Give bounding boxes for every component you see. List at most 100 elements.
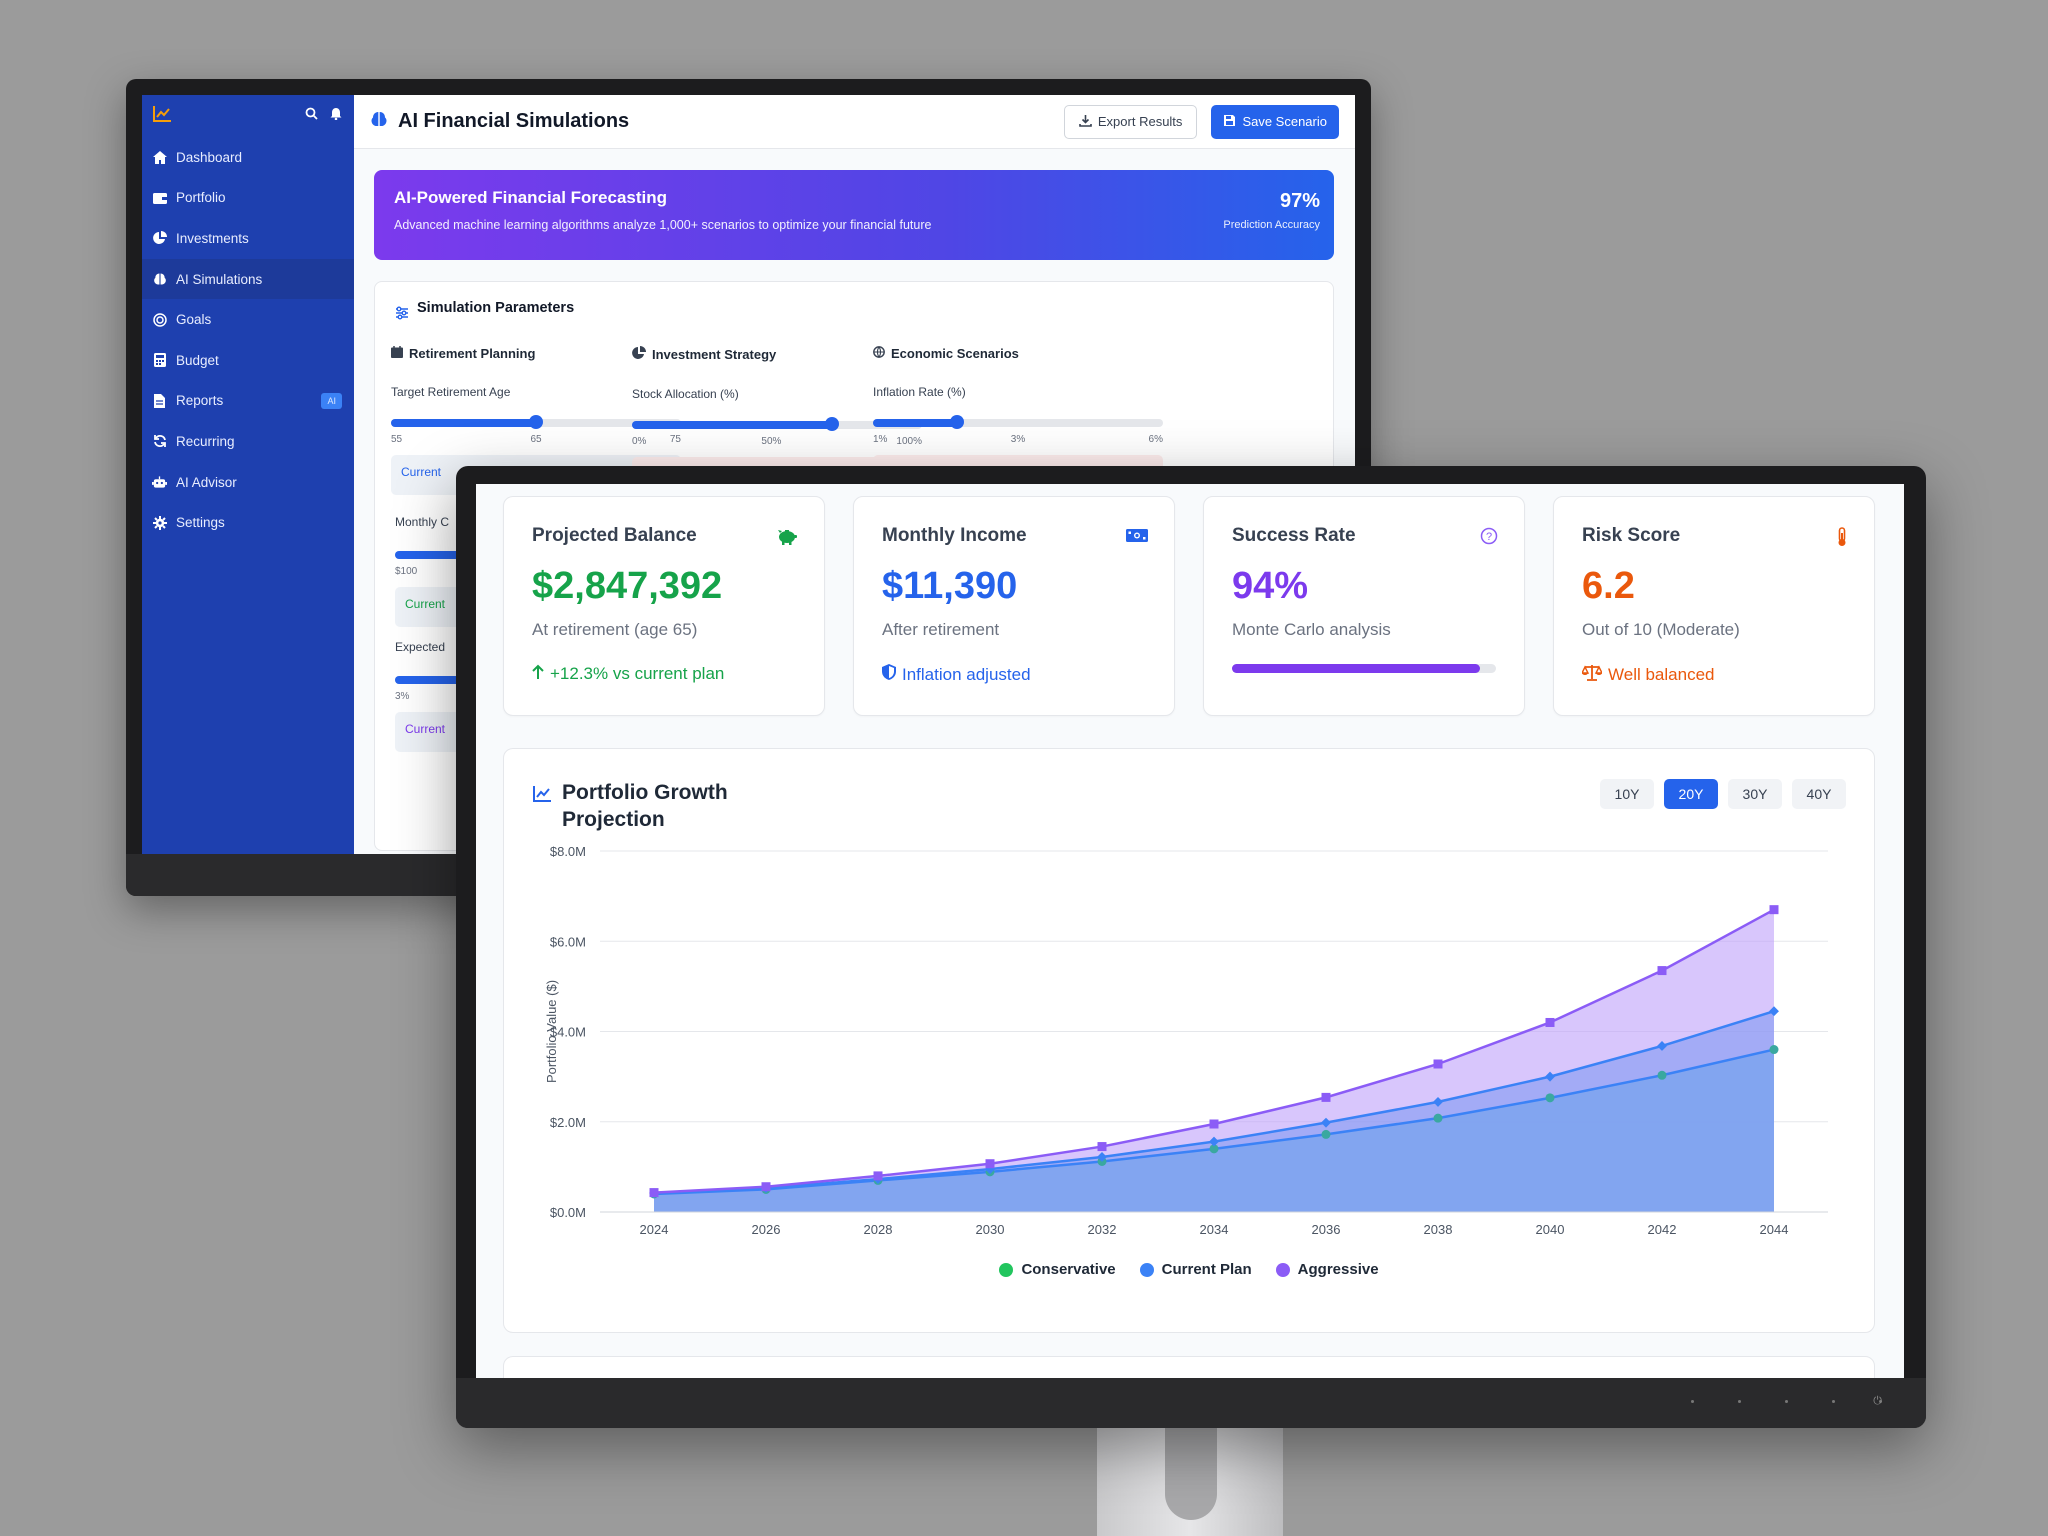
- param-label: Inflation Rate (%): [873, 385, 966, 399]
- legend-label: Aggressive: [1297, 1261, 1379, 1278]
- card-title: Projected Balance: [532, 525, 697, 546]
- monthly-income-card: Monthly Income $11,390 After retirement …: [853, 496, 1175, 716]
- x-tick-label: 2032: [1088, 1222, 1117, 1237]
- monthly-contribution-slider[interactable]: [395, 551, 475, 559]
- summary-cards: Projected Balance $2,847,392 At retireme…: [503, 496, 1875, 716]
- x-tick-label: 2034: [1200, 1222, 1229, 1237]
- portfolio-growth-chart: $0.0M $2.0M $4.0M $6.0M $8.0M Portfolio Value…: [544, 844, 1828, 1237]
- point-aggressive: [1097, 1142, 1107, 1152]
- period-button-40y[interactable]: 40Y: [1792, 779, 1846, 809]
- sidebar-item-ai-simulations[interactable]: AI Simulations: [142, 258, 354, 300]
- param-heading: Investment Strategy: [652, 347, 777, 362]
- sidebar-item-budget[interactable]: Budget: [142, 340, 354, 381]
- point-aggressive: [1321, 1092, 1331, 1102]
- sliders-icon: [395, 306, 409, 324]
- svg-text:?: ?: [1486, 531, 1492, 543]
- area-conservative: [654, 1049, 1774, 1212]
- globe-icon: [873, 346, 885, 361]
- sidebar-item-label: AI Simulations: [176, 271, 263, 287]
- slider-tick: 75: [669, 434, 681, 445]
- sidebar-item-recurring[interactable]: Recurring: [142, 421, 354, 462]
- card-title: Success Rate: [1232, 525, 1356, 546]
- sidebar-item-label: Dashboard: [176, 149, 243, 165]
- refresh-icon: [152, 434, 167, 449]
- slider-tick: 3%: [1010, 434, 1026, 445]
- sidebar-item-reports[interactable]: Reports AI: [142, 381, 354, 422]
- save-scenario-button[interactable]: Save Scenario: [1211, 104, 1339, 139]
- pie-chart-icon: [632, 346, 646, 363]
- prediction-accuracy: 97% Prediction Accuracy: [1223, 190, 1320, 231]
- success-rate-progress: [1232, 664, 1496, 673]
- card-subtitle: Out of 10 (Moderate): [1582, 620, 1740, 639]
- power-icon[interactable]: ⏻: [1873, 1395, 1882, 1407]
- accuracy-value: 97%: [1279, 190, 1320, 212]
- slider-handle[interactable]: [825, 417, 840, 431]
- file-icon: [152, 393, 167, 408]
- point-aggressive: [1209, 1119, 1219, 1129]
- slider-tick: 50%: [761, 436, 782, 447]
- expected-return-slider[interactable]: [395, 676, 475, 684]
- risk-score-card: Risk Score 6.2 Out of 10 (Moderate) Well…: [1553, 496, 1875, 716]
- point-conservative: [1545, 1093, 1555, 1103]
- sidebar-item-investments[interactable]: Investments: [142, 218, 354, 259]
- card-title: Monthly Income: [882, 525, 1027, 546]
- sidebar-item-portfolio[interactable]: Portfolio: [142, 178, 354, 219]
- sidebar-item-label: Investments: [176, 230, 249, 246]
- period-selector: 10Y 20Y 30Y 40Y: [1600, 779, 1846, 809]
- app-logo-chart-icon[interactable]: [152, 105, 172, 128]
- legend-swatch: [1275, 1262, 1290, 1277]
- point-current-plan: [1209, 1136, 1219, 1147]
- front-monitor-chin: ⏻: [456, 1378, 1926, 1428]
- x-tick-label: 2038: [1424, 1222, 1453, 1237]
- projected-balance-card: Projected Balance $2,847,392 At retireme…: [503, 496, 825, 716]
- save-scenario-label: Save Scenario: [1242, 114, 1327, 129]
- portfolio-growth-chart-card: $0.0M $2.0M $4.0M $6.0M $8.0M Portfolio Value…: [503, 748, 1875, 1333]
- point-aggressive: [873, 1171, 883, 1181]
- x-tick-label: 2030: [976, 1222, 1005, 1237]
- balance-scale-icon: [1580, 664, 1604, 686]
- gear-icon: [152, 515, 167, 530]
- slider-handle[interactable]: [529, 415, 543, 429]
- sidebar-item-goals[interactable]: Goals: [142, 299, 354, 340]
- period-button-30y[interactable]: 30Y: [1728, 779, 1782, 809]
- period-button-10y[interactable]: 10Y: [1600, 779, 1654, 809]
- card-value: $11,390: [882, 565, 1018, 607]
- param-slider[interactable]: [873, 415, 1163, 429]
- sidebar-item-ai-advisor[interactable]: AI Advisor: [142, 462, 354, 503]
- point-current-plan: [1433, 1096, 1443, 1107]
- point-aggressive: [985, 1159, 995, 1169]
- period-button-20y[interactable]: 20Y: [1664, 779, 1718, 809]
- param-slider[interactable]: [391, 415, 681, 429]
- line-chart-icon: [532, 785, 552, 808]
- sidebar-item-settings[interactable]: Settings: [142, 502, 354, 543]
- ai-badge: AI: [321, 392, 342, 409]
- card-footnote: +12.3% vs current plan: [550, 664, 725, 683]
- top-bar: AI Financial Simulations Export Results …: [354, 95, 1355, 149]
- export-results-button[interactable]: Export Results: [1063, 104, 1198, 139]
- legend-item-conservative[interactable]: Conservative: [999, 1261, 1116, 1278]
- sidebar-item-label: Portfolio: [176, 190, 226, 206]
- x-tick-label: 2036: [1312, 1222, 1341, 1237]
- card-footnote: Well balanced: [1608, 665, 1715, 684]
- bell-icon[interactable]: [330, 107, 342, 125]
- export-results-label: Export Results: [1097, 114, 1183, 129]
- legend-swatch: [1139, 1262, 1154, 1277]
- legend-item-current-plan[interactable]: Current Plan: [1139, 1261, 1252, 1278]
- point-aggressive: [1433, 1059, 1443, 1069]
- calendar-icon: [391, 346, 403, 361]
- point-conservative: [1433, 1113, 1443, 1123]
- y-tick-label: $6.0M: [550, 934, 586, 949]
- search-icon[interactable]: [305, 107, 318, 125]
- param-slider[interactable]: [632, 417, 922, 431]
- param-label: Target Retirement Age: [391, 385, 511, 399]
- legend-item-aggressive[interactable]: Aggressive: [1275, 1261, 1379, 1278]
- point-current-plan: [1097, 1151, 1107, 1162]
- card-footnote: Inflation adjusted: [902, 664, 1031, 684]
- slider-handle[interactable]: [950, 415, 965, 429]
- card-title: Risk Score: [1582, 525, 1681, 546]
- sidebar-item-dashboard[interactable]: Dashboard: [142, 137, 354, 178]
- legend-swatch: [999, 1262, 1014, 1277]
- calculator-icon: [152, 353, 167, 368]
- arrow-up-icon: [532, 664, 544, 684]
- point-aggressive: [1769, 905, 1779, 915]
